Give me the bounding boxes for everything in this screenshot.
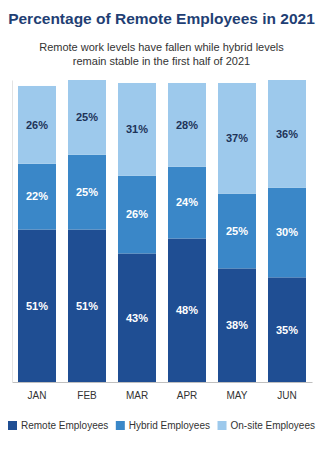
x-tick-label: MAR (126, 390, 148, 401)
bar-segment (68, 155, 106, 230)
data-label: 26% (26, 119, 48, 131)
data-label: 48% (176, 304, 198, 316)
bar-segment (68, 80, 106, 155)
legend-label: Hybrid Employees (129, 420, 210, 431)
data-label: 37% (226, 132, 248, 144)
x-tick-label: FEB (77, 390, 97, 401)
x-tick-label: MAY (227, 390, 248, 401)
x-tick: FEB (77, 382, 97, 401)
bar-segment (268, 80, 306, 188)
data-label: 26% (126, 208, 148, 220)
bar-segment (218, 268, 256, 382)
data-label: 35% (276, 324, 298, 336)
data-label: 51% (76, 300, 98, 312)
data-label: 31% (126, 123, 148, 135)
legend-swatch (116, 421, 125, 430)
title: Percentage of Remote Employees in 2021 (4, 10, 319, 28)
x-tick-label: JUN (277, 390, 296, 401)
bar-segment (218, 194, 256, 269)
legend-item: On-site Employees (218, 420, 315, 431)
bar-segment (218, 83, 256, 194)
legend-label: Remote Employees (21, 420, 108, 431)
bar-segment (18, 164, 56, 230)
x-tick: APR (177, 382, 198, 401)
data-label: 38% (226, 319, 248, 331)
bar-segment (168, 83, 206, 167)
chart: 51% 51% 43% 48% 38% 35% 22% 25% 26% 24% 25% 30% 26% 2… (0, 0, 323, 459)
bars (18, 80, 306, 382)
subtitle: Remote work levels have fallen while hyb… (36, 40, 287, 68)
data-label: 51% (26, 300, 48, 312)
data-label: 25% (76, 111, 98, 123)
bar-segment (18, 230, 56, 382)
data-label: 24% (176, 196, 198, 208)
bar-segment (118, 253, 156, 382)
x-tick: MAY (227, 382, 248, 401)
x-tick-label: JAN (28, 390, 47, 401)
data-label: 22% (26, 190, 48, 202)
x-tick: MAR (126, 382, 148, 401)
legend-swatch (218, 421, 227, 430)
data-label: 30% (276, 226, 298, 238)
data-label: 36% (276, 128, 298, 140)
bar-segment (268, 188, 306, 278)
y-axis (12, 81, 13, 383)
x-axis: JAN FEB MAR APR MAY JUN (13, 382, 313, 401)
x-axis-line (13, 382, 313, 383)
y-axis-line (12, 81, 13, 383)
bar-segment (168, 238, 206, 382)
bar-segment (118, 176, 156, 254)
data-label: 28% (176, 119, 198, 131)
bar-segment (18, 86, 56, 164)
bar-segment (168, 167, 206, 239)
data-label: 25% (76, 186, 98, 198)
legend-item: Hybrid Employees (116, 420, 210, 431)
x-tick: JAN (28, 382, 47, 401)
legend-label: On-site Employees (231, 420, 315, 431)
legend-item: Remote Employees (8, 420, 108, 431)
data-label: 25% (226, 225, 248, 237)
bar-segment (68, 230, 106, 382)
data-labels: 51% 51% 43% 48% 38% 35% 22% 25% 26% 24% 25% 30% 26% 2… (26, 111, 298, 335)
bar-segment (268, 277, 306, 382)
legend-swatch (8, 421, 17, 430)
data-label: 43% (126, 312, 148, 324)
x-tick: JUN (277, 382, 296, 401)
legend: Remote Employees Hybrid Employees On-site … (8, 420, 315, 431)
x-tick-label: APR (177, 390, 198, 401)
bar-segment (118, 83, 156, 176)
